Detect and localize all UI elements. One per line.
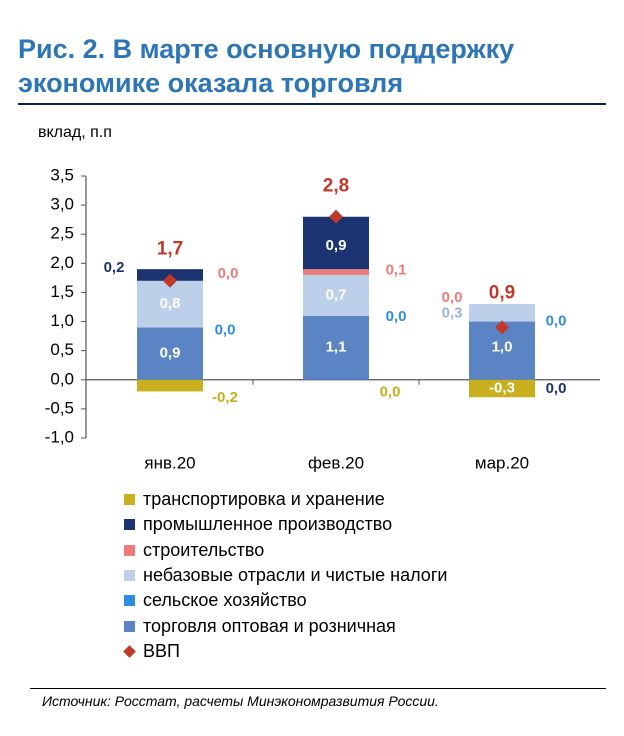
gdp-value-label: 2,8 bbox=[323, 175, 349, 196]
legend-item: ВВП bbox=[123, 639, 447, 664]
bar-segment bbox=[303, 274, 369, 316]
legend-gdp-marker bbox=[123, 645, 136, 658]
legend-item: небазовые отрасли и чистые налоги bbox=[124, 563, 447, 588]
legend-item: сельское хозяйство bbox=[124, 588, 447, 613]
gdp-value-label: 0,9 bbox=[489, 283, 515, 304]
y-tick-label: -1,0 bbox=[45, 427, 74, 446]
gdp-value-label: 1,7 bbox=[157, 238, 183, 259]
side-value-label: 0,0 bbox=[386, 308, 407, 325]
side-value-label: 0,1 bbox=[386, 261, 407, 278]
legend-label: торговля оптовая и розничная bbox=[143, 615, 396, 636]
legend-item: строительство bbox=[124, 538, 447, 563]
gdp-marker bbox=[329, 209, 343, 224]
side-value-label: 0,0 bbox=[546, 380, 567, 397]
y-tick-label: 3,5 bbox=[50, 165, 74, 184]
legend-item: промышленное производство bbox=[124, 512, 447, 537]
side-value-label: 0,2 bbox=[104, 259, 125, 276]
legend-label: промышленное производство bbox=[143, 514, 393, 535]
legend-swatch bbox=[124, 620, 135, 632]
legend-swatch bbox=[124, 570, 135, 582]
side-value-label: 0,0 bbox=[442, 289, 463, 306]
y-tick-label: 1,5 bbox=[50, 282, 74, 301]
legend-swatch bbox=[124, 544, 135, 556]
segment-value-label: 0,9 bbox=[160, 345, 181, 362]
bar-segment bbox=[303, 315, 369, 380]
y-tick-label: 2,0 bbox=[50, 253, 74, 272]
segment-value-label: -0,3 bbox=[489, 379, 515, 396]
side-value-label: 0,0 bbox=[218, 265, 239, 282]
y-tick-label: -0,5 bbox=[45, 398, 74, 417]
side-value-label: 0,0 bbox=[215, 321, 236, 338]
bar-segment bbox=[469, 304, 535, 322]
gdp-marker bbox=[495, 320, 509, 335]
bar-segment bbox=[303, 216, 369, 270]
segment-value-label: 1,0 bbox=[492, 339, 513, 356]
title-divider bbox=[18, 103, 606, 105]
side-value-label: 0,0 bbox=[546, 313, 567, 330]
legend-swatch bbox=[124, 595, 135, 607]
segment-value-label: 1,1 bbox=[326, 339, 347, 356]
source-note: Источник: Росстат, расчеты Минэкономразв… bbox=[42, 693, 439, 709]
legend-label: транспортировка и хранение bbox=[143, 489, 385, 510]
side-value-label: 0,0 bbox=[380, 384, 401, 401]
segment-value-label: 0,7 bbox=[326, 286, 347, 303]
y-tick-label: 0,0 bbox=[50, 369, 74, 388]
gdp-marker bbox=[163, 273, 177, 288]
side-value-label: -0,2 bbox=[212, 389, 238, 406]
legend-label: строительство bbox=[143, 539, 265, 560]
chart-legend: транспортировка и хранение промышленное п… bbox=[123, 487, 447, 664]
bar-segment bbox=[303, 269, 369, 275]
source-divider bbox=[30, 688, 606, 689]
legend-swatch bbox=[124, 519, 135, 531]
legend-label: сельское хозяйство bbox=[143, 590, 307, 611]
y-tick-label: 1,0 bbox=[50, 311, 74, 330]
y-tick-label: 0,5 bbox=[50, 340, 74, 359]
y-tick-label: 3,0 bbox=[50, 195, 74, 214]
legend-label: небазовые отрасли и чистые налоги bbox=[143, 565, 448, 586]
legend-label: ВВП bbox=[143, 640, 180, 661]
x-tick-label: фев.20 bbox=[308, 453, 364, 472]
side-value-label: 0,3 bbox=[442, 304, 463, 321]
x-tick-label: мар.20 bbox=[475, 453, 529, 472]
legend-item: транспортировка и хранение bbox=[124, 487, 447, 512]
legend-swatch bbox=[124, 494, 135, 506]
bar-segment bbox=[469, 379, 535, 398]
y-tick-label: 2,5 bbox=[50, 224, 74, 243]
bar-segment bbox=[137, 327, 203, 380]
segment-value-label: 0,9 bbox=[326, 237, 347, 254]
page-title: Рис. 2. В марте основную поддержку эконо… bbox=[18, 34, 515, 98]
stacked-bar-chart: -1,0 -0,5 0,0 0,5 1,0 1,5 2,0 2,5 3,0 3,5 янв.20 фе… bbox=[45, 165, 600, 472]
segment-value-label: 0,8 bbox=[160, 295, 181, 312]
bar-segment bbox=[137, 280, 203, 328]
x-tick-label: янв.20 bbox=[144, 453, 195, 472]
bar-segment bbox=[137, 379, 203, 392]
legend-item: торговля оптовая и розничная bbox=[124, 613, 447, 638]
y-axis-label: вклад, п.п bbox=[38, 124, 112, 141]
